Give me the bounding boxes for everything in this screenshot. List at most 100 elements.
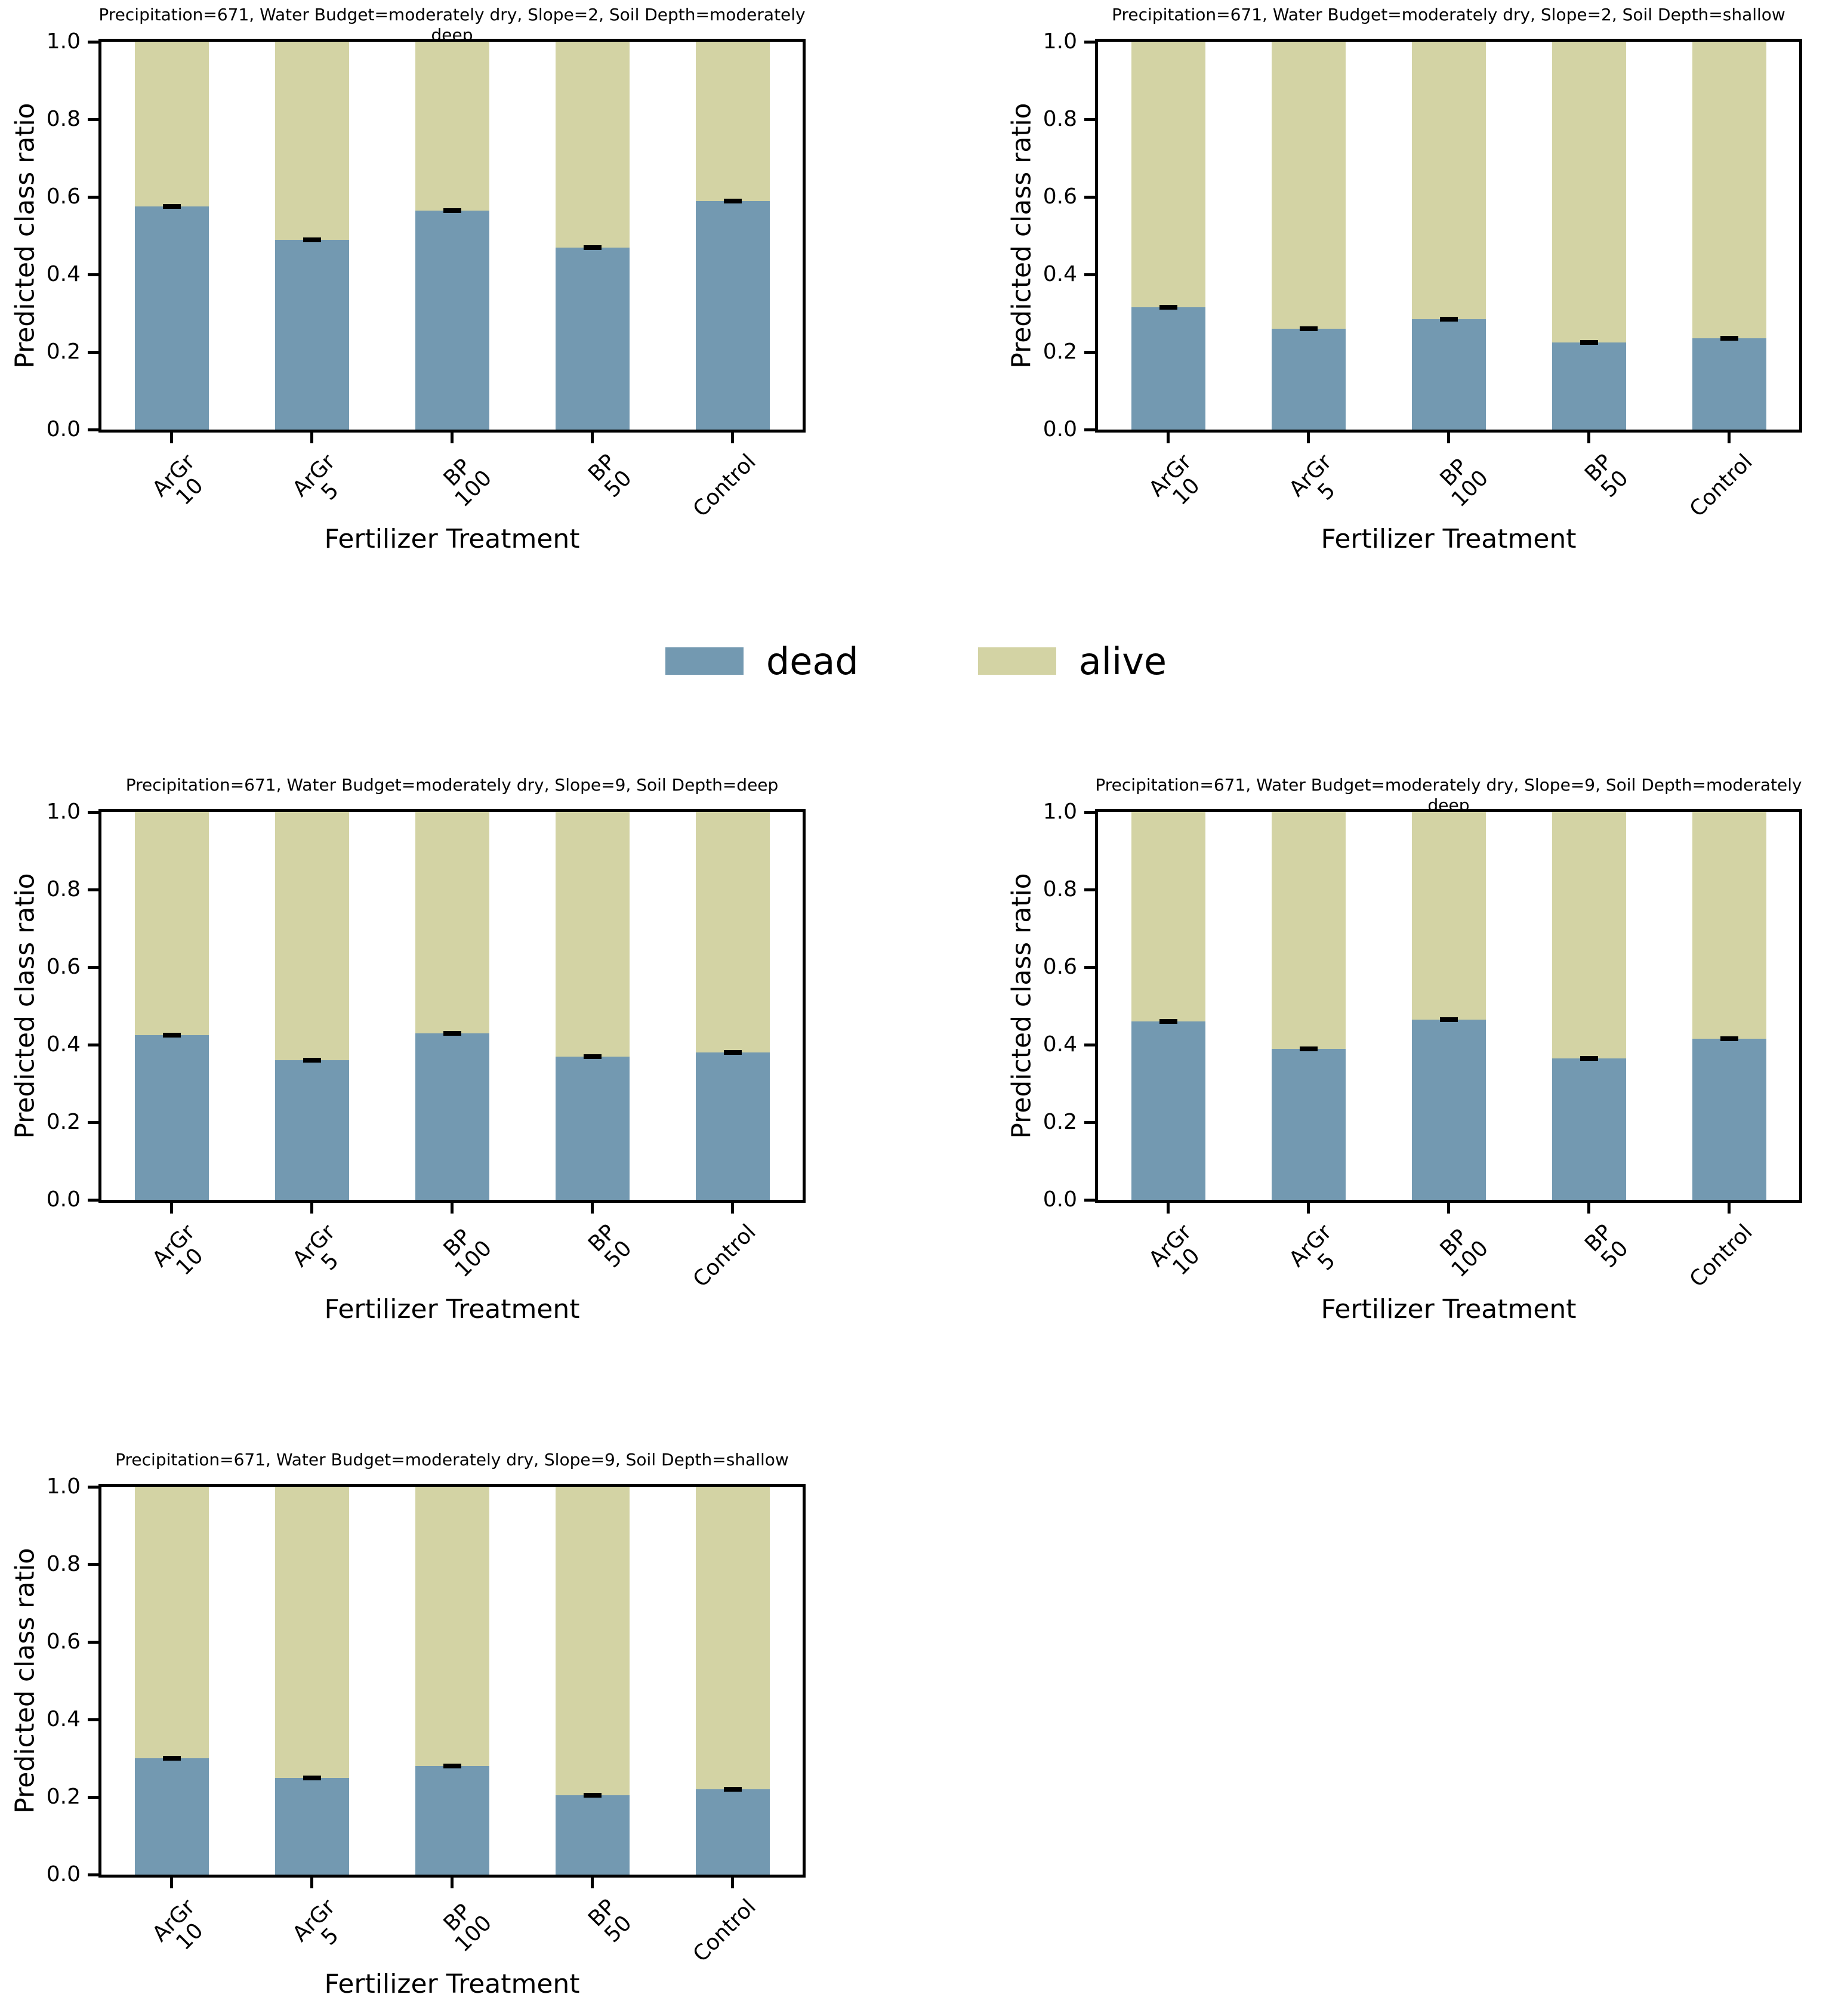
y-tick-mark	[1084, 40, 1095, 44]
error-bar	[583, 1054, 602, 1059]
error-bar	[1720, 1036, 1738, 1042]
bar-segment-dead	[275, 1060, 349, 1200]
error-bar	[303, 237, 321, 242]
y-axis-label: Predicted class ratio	[1006, 873, 1037, 1139]
y-tick-mark	[1084, 350, 1095, 354]
y-tick-label: 0.8	[46, 107, 81, 131]
y-axis-label: Predicted class ratio	[10, 103, 41, 369]
chart-title: Precipitation=671, Water Budget=moderate…	[1112, 5, 1785, 24]
y-tick-mark	[88, 888, 98, 891]
bar-segment-alive	[275, 42, 349, 240]
x-tick-mark	[451, 1878, 454, 1888]
x-tick-label: ArGr 5	[1285, 449, 1341, 505]
x-tick-mark	[1728, 1203, 1731, 1214]
y-tick-label: 0.6	[46, 184, 81, 209]
y-tick-mark	[1084, 118, 1095, 121]
y-tick-mark	[1084, 1120, 1095, 1124]
legend-entry-alive: alive	[977, 640, 1167, 683]
bar-segment-alive	[415, 812, 489, 1033]
x-tick-label: Control	[1685, 1220, 1758, 1292]
bar-segment-dead	[555, 1056, 630, 1200]
error-bar	[1720, 336, 1738, 341]
y-tick-mark	[88, 1043, 98, 1046]
bar-segment-dead	[415, 210, 489, 430]
y-tick-mark	[88, 118, 98, 121]
y-axis-label: Predicted class ratio	[10, 1548, 41, 1814]
x-axis-label: Fertilizer Treatment	[1321, 524, 1577, 554]
chart-title: Precipitation=671, Water Budget=moderate…	[1095, 775, 1802, 815]
bar-segment-alive	[695, 42, 770, 201]
bar-segment-dead	[1552, 1058, 1626, 1200]
legend-entry-dead: dead	[665, 640, 859, 683]
bar-segment-dead	[1692, 338, 1766, 430]
y-axis-label: Predicted class ratio	[1006, 103, 1037, 369]
x-tick-mark	[170, 1878, 173, 1888]
legend-label-dead: dead	[766, 639, 859, 683]
x-axis-label: Fertilizer Treatment	[324, 1969, 580, 1999]
y-tick-label: 0.2	[46, 1110, 81, 1134]
bar-segment-alive	[1552, 811, 1626, 1058]
x-tick-mark	[1587, 1203, 1590, 1214]
bar-segment-dead	[275, 239, 349, 430]
bar-segment-dead	[1271, 1048, 1346, 1200]
chart-title: Precipitation=671, Water Budget=moderate…	[125, 775, 779, 795]
y-tick-mark	[88, 1563, 98, 1566]
y-tick-label: 1.0	[46, 29, 81, 54]
bar-segment-alive	[1692, 41, 1766, 339]
error-bar	[723, 1050, 742, 1055]
y-tick-mark	[88, 195, 98, 199]
bar-segment-dead	[1552, 342, 1626, 430]
x-tick-mark	[731, 433, 734, 443]
y-tick-mark	[88, 810, 98, 814]
x-tick-label: BP 100	[1435, 454, 1493, 513]
y-tick-label: 0.0	[1043, 1187, 1077, 1212]
bar-segment-dead	[134, 206, 209, 430]
y-tick-mark	[88, 1198, 98, 1202]
y-tick-label: 0.2	[46, 339, 81, 364]
y-tick-mark	[1084, 273, 1095, 276]
y-tick-mark	[88, 1120, 98, 1124]
x-tick-mark	[1447, 1203, 1450, 1214]
chart-panel-slope9-moddeep: Precipitation=671, Water Budget=moderate…	[997, 770, 1832, 1343]
y-tick-label: 1.0	[1043, 799, 1077, 824]
x-tick-mark	[1447, 433, 1450, 443]
y-tick-label: 0.0	[1043, 417, 1077, 442]
x-tick-mark	[1167, 433, 1170, 443]
y-tick-label: 0.2	[1043, 339, 1077, 364]
y-tick-mark	[88, 428, 98, 431]
plot-area	[98, 1484, 806, 1878]
error-bar	[1159, 305, 1177, 310]
plot-area	[1095, 39, 1802, 433]
y-tick-label: 0.6	[1043, 184, 1077, 209]
y-tick-label: 0.8	[46, 877, 81, 902]
bar-segment-alive	[1411, 811, 1486, 1020]
bar-segment-alive	[1271, 42, 1346, 329]
bar-segment-alive	[1131, 41, 1205, 308]
x-tick-mark	[1307, 433, 1310, 443]
y-tick-label: 1.0	[46, 799, 81, 824]
bar-segment-alive	[695, 812, 770, 1052]
x-tick-label: Control	[1685, 449, 1758, 522]
x-tick-mark	[310, 1203, 313, 1214]
x-axis-label: Fertilizer Treatment	[324, 524, 580, 554]
error-bar	[303, 1058, 321, 1063]
x-tick-mark	[591, 1203, 594, 1214]
bar-segment-dead	[555, 247, 630, 430]
y-tick-label: 0.2	[46, 1785, 81, 1809]
y-tick-label: 0.4	[1043, 262, 1077, 286]
x-tick-mark	[731, 1878, 734, 1888]
chart-panel-slope2-shallow: Precipitation=671, Water Budget=moderate…	[997, 0, 1832, 573]
plot-area	[98, 39, 806, 433]
error-bar	[1299, 1046, 1318, 1051]
y-tick-mark	[88, 1718, 98, 1721]
y-tick-mark	[1084, 428, 1095, 431]
x-tick-label: ArGr 10	[148, 1894, 209, 1955]
x-tick-mark	[310, 433, 313, 443]
y-tick-label: 0.4	[46, 1707, 81, 1731]
y-tick-label: 0.4	[1043, 1032, 1077, 1057]
x-tick-label: BP 50	[1580, 449, 1633, 503]
y-axis-label: Predicted class ratio	[10, 873, 41, 1139]
bar-segment-alive	[1271, 812, 1346, 1049]
bar-segment-dead	[1271, 329, 1346, 430]
error-bar	[443, 1764, 461, 1768]
